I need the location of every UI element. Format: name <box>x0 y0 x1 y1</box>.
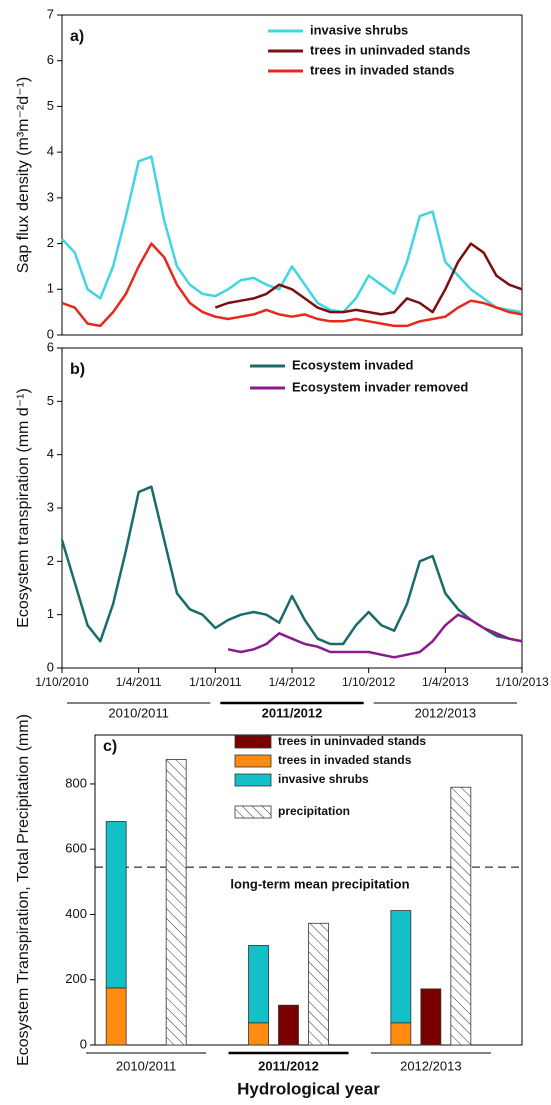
y-tick-label: 5 <box>47 98 54 113</box>
y-tick-label: 2 <box>47 235 54 250</box>
x-tick-label: 1/10/2010 <box>35 675 89 689</box>
x-tick-label: 2011/2012 <box>258 1058 319 1073</box>
bar <box>308 922 329 1046</box>
y-tick-label: 400 <box>65 906 87 921</box>
y-tick-label: 3 <box>47 189 54 204</box>
bar <box>248 945 269 1024</box>
x-tick-label: 2010/2011 <box>116 1058 177 1073</box>
y-tick-label: 600 <box>65 841 87 856</box>
y-tick-label: 2 <box>47 553 54 568</box>
legend-label: Ecosystem invaded <box>292 357 413 372</box>
legend-label: precipitation <box>278 804 350 818</box>
legend-label: trees in invaded stands <box>278 753 412 767</box>
legend-label: trees in uninvaded stands <box>278 734 426 748</box>
panel-label: b) <box>70 361 85 378</box>
panel-label: c) <box>103 738 117 755</box>
y-axis-title: Sap flux density (m³m⁻²d⁻¹) <box>15 77 32 273</box>
period-label: 2012/2013 <box>415 705 476 720</box>
legend-swatch <box>234 805 272 819</box>
series-line <box>61 155 523 314</box>
plot-frame <box>61 14 523 336</box>
legend-label: trees in invaded stands <box>310 62 455 77</box>
x-tick-label: 2012/2013 <box>400 1058 461 1073</box>
y-tick-label: 1 <box>47 281 54 296</box>
y-tick-label: 0 <box>80 1036 87 1051</box>
x-tick-label: 1/4/2011 <box>116 675 162 689</box>
y-tick-label: 0 <box>47 659 54 674</box>
x-axis-title: Hydrological year <box>237 1079 380 1098</box>
legend-label: invasive shrubs <box>310 22 408 37</box>
period-label: 2010/2011 <box>108 705 169 720</box>
bar <box>420 988 442 1046</box>
y-tick-label: 4 <box>47 144 54 159</box>
bar <box>390 1022 412 1046</box>
bar <box>105 821 127 989</box>
bar <box>278 1004 299 1046</box>
x-tick-label: 1/4/2013 <box>422 675 469 689</box>
legend-swatch <box>234 735 272 749</box>
y-tick-label: 1 <box>47 606 54 621</box>
series-line <box>60 485 523 646</box>
bar <box>390 910 412 1024</box>
y-tick-label: 800 <box>65 775 87 790</box>
y-tick-label: 5 <box>47 393 54 408</box>
y-tick-label: 6 <box>47 339 54 354</box>
bar <box>248 1022 269 1046</box>
x-tick-label: 1/10/2012 <box>342 675 396 689</box>
series-line <box>227 613 523 659</box>
legend-label: trees in uninvaded stands <box>310 42 470 57</box>
bar <box>105 987 127 1046</box>
y-axis-title: Ecosystem transpiration (mm d⁻¹) <box>15 388 32 628</box>
panel-label: a) <box>70 28 84 45</box>
period-label: 2011/2012 <box>262 705 323 720</box>
y-tick-label: 4 <box>47 446 54 461</box>
legend-swatch <box>234 754 272 768</box>
bar <box>450 786 472 1046</box>
y-tick-label: 3 <box>47 499 54 514</box>
y-axis-title: Ecosystem Transpiration, Total Precipita… <box>15 714 32 1066</box>
y-tick-label: 0 <box>47 326 54 341</box>
x-tick-label: 1/10/2013 <box>495 675 549 689</box>
y-tick-label: 6 <box>47 52 54 67</box>
series-line <box>214 242 523 316</box>
legend-label: Ecosystem invader removed <box>292 379 468 394</box>
x-tick-label: 1/10/2011 <box>189 675 242 689</box>
reference-label: long-term mean precipitation <box>230 877 409 892</box>
y-tick-label: 7 <box>47 6 54 21</box>
bar <box>165 759 187 1046</box>
x-tick-label: 1/4/2012 <box>269 675 316 689</box>
legend-label: invasive shrubs <box>278 772 369 786</box>
y-tick-label: 200 <box>65 971 87 986</box>
legend-swatch <box>234 773 272 787</box>
series-line <box>61 242 523 328</box>
